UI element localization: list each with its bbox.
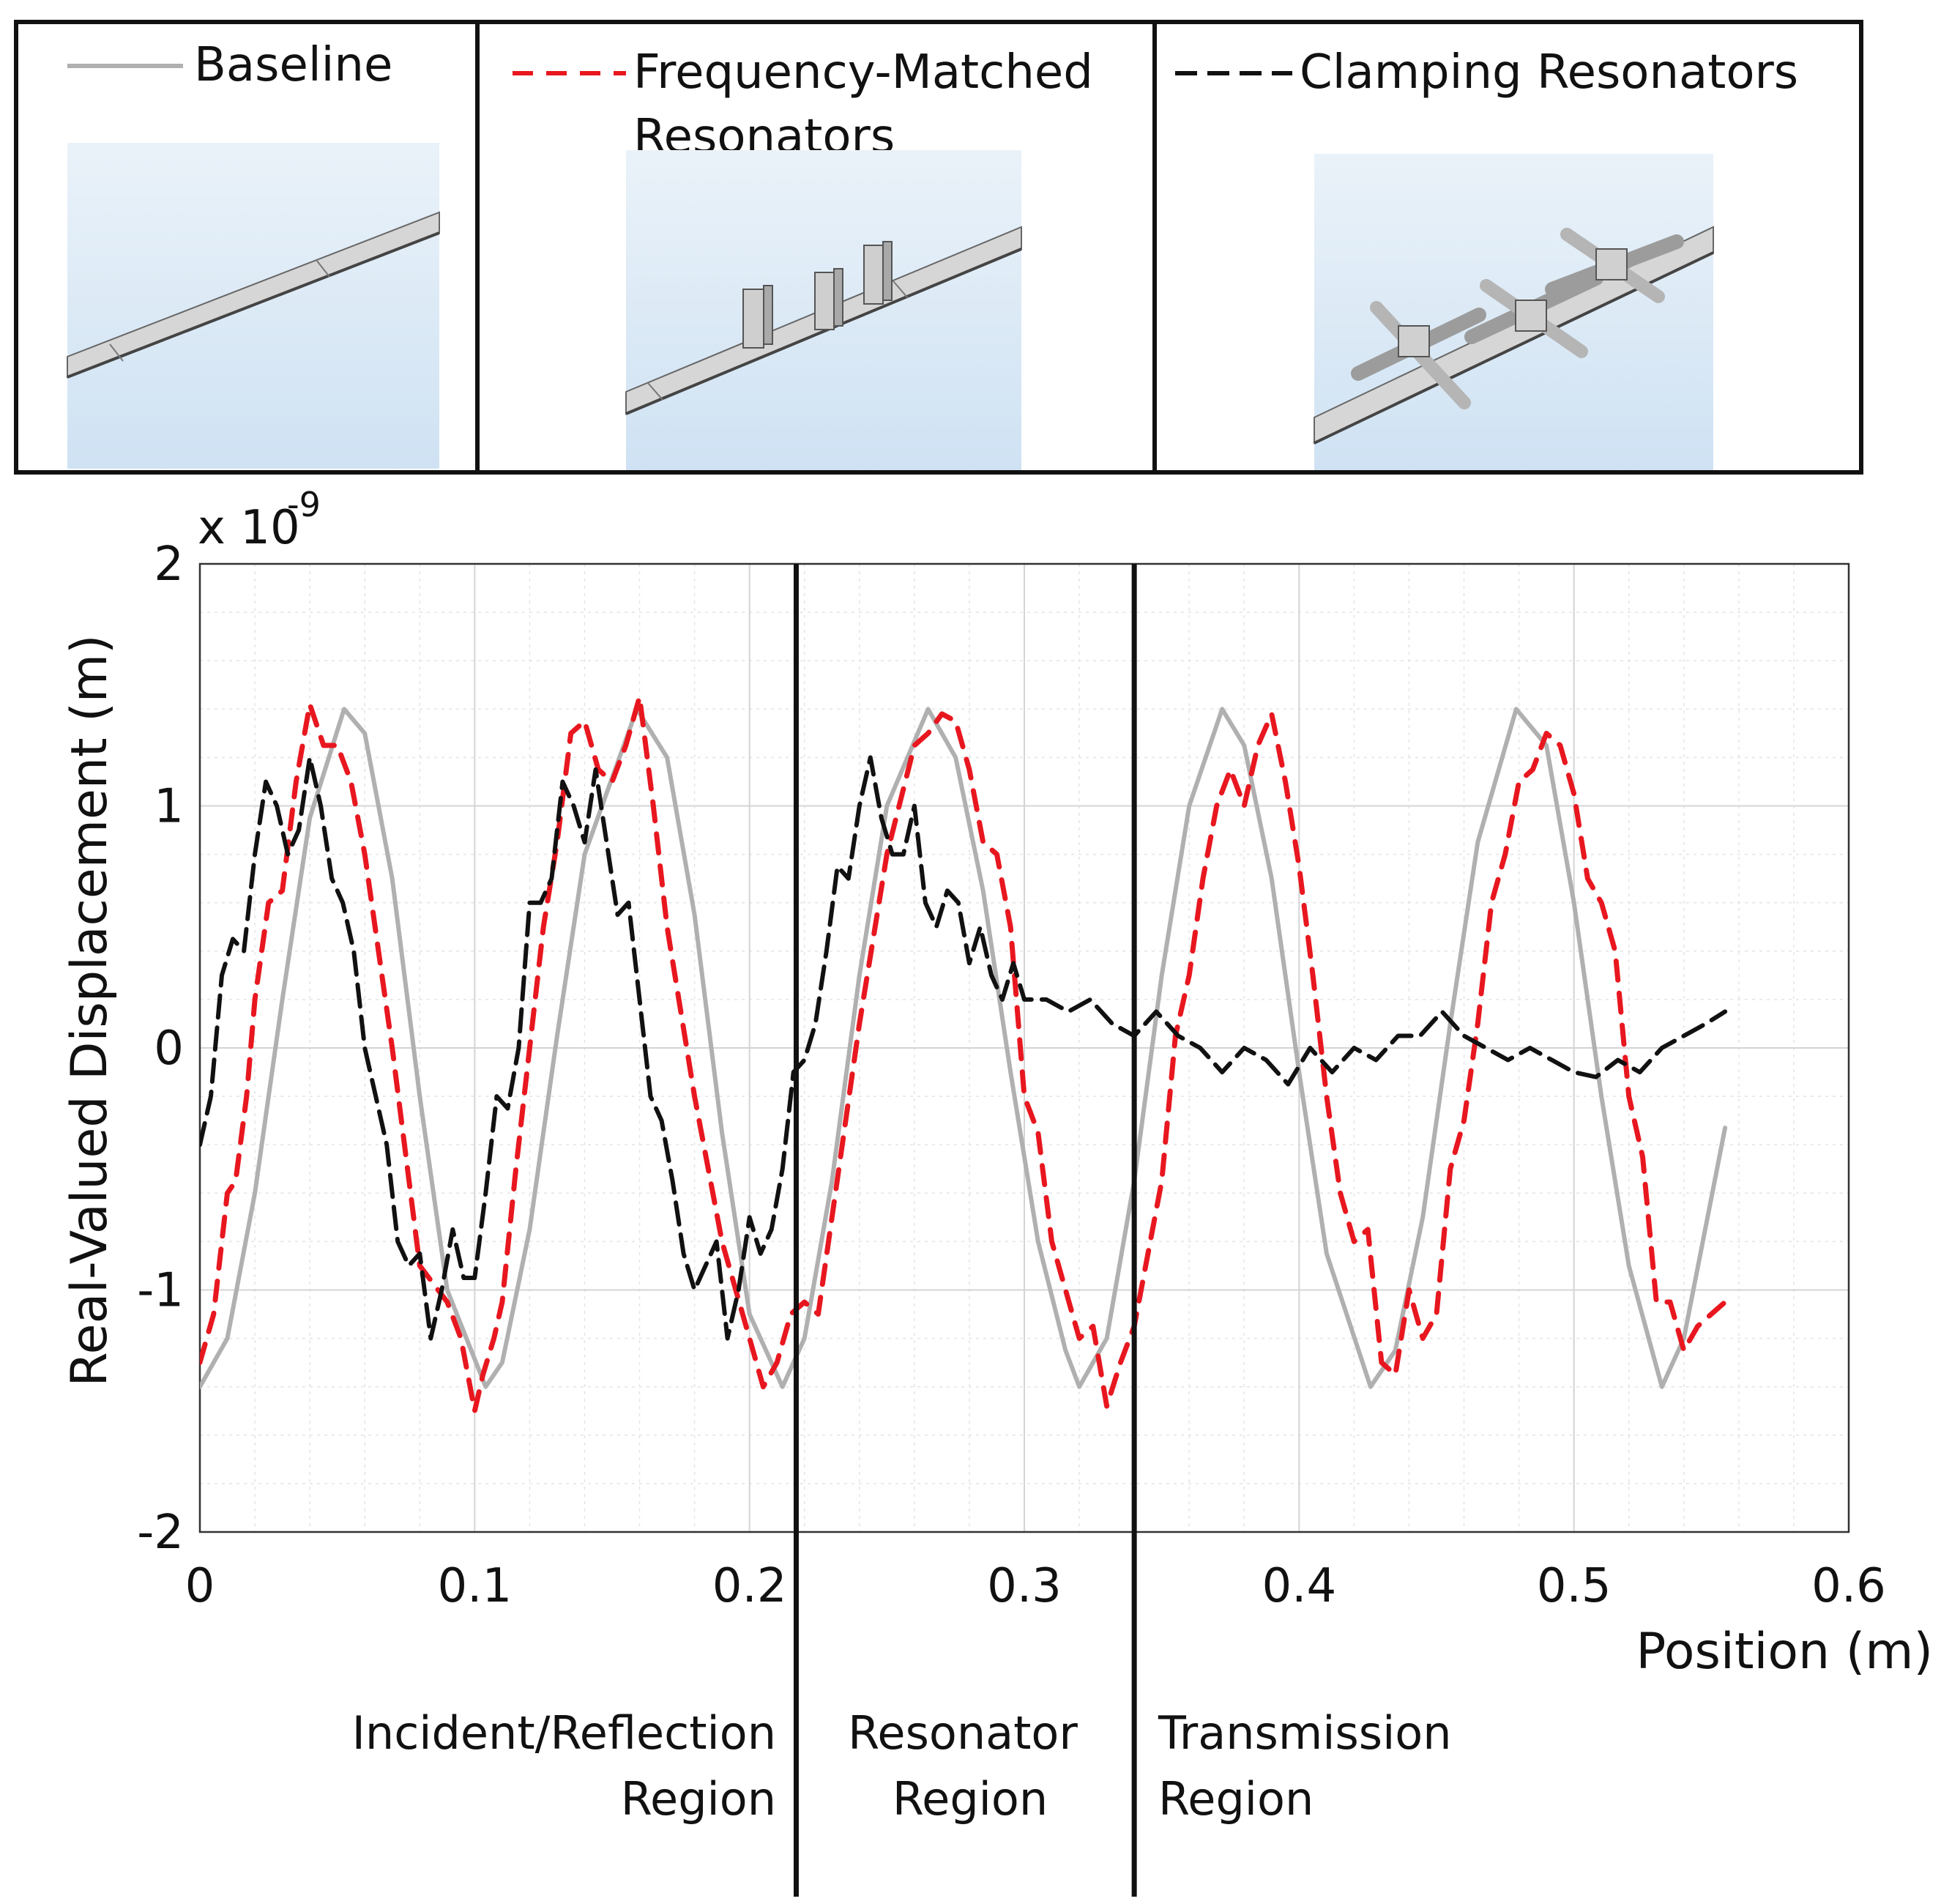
region-label-resonator-line2: Region [893, 1772, 1048, 1826]
legend-label-clamp: Clamping Resonators [1300, 45, 1798, 100]
region-label-transmission-line1: Transmission [1158, 1706, 1452, 1760]
region-label-transmission-line2: Region [1158, 1772, 1314, 1826]
y-exponent: -9 [287, 485, 321, 524]
clamp-unit [1351, 301, 1486, 409]
resonator-block [863, 241, 893, 305]
beam-edge [625, 248, 1022, 415]
beam-seam [893, 280, 909, 299]
legend-label-freq-line1: Frequency-Matched [633, 45, 1093, 100]
y-tick-label: 1 [154, 780, 184, 834]
clamp-beam-render [1314, 154, 1714, 470]
legend-panel: Baseline Frequency-Matched Resonators [14, 20, 1863, 475]
y-axis-label: Real-Valued Displacement (m) [61, 634, 119, 1386]
y-tick-label: 0 [154, 1022, 184, 1076]
beam-seam [647, 382, 663, 401]
baseline-beam-render [67, 143, 440, 469]
region-labels: Incident/Reflection Region Resonator Reg… [352, 1706, 1452, 1826]
series-line-baseline [200, 707, 1728, 1389]
x-axis-label: Position (m) [1636, 1623, 1933, 1681]
x-tick-label: 0.3 [987, 1559, 1062, 1613]
legend-frame [14, 20, 1863, 475]
x-tick-label: 0.6 [1811, 1559, 1886, 1613]
series-layer [200, 694, 1728, 1414]
legend-label-baseline: Baseline [194, 38, 392, 92]
region-boundaries [793, 564, 1137, 1897]
region-label-resonator-line1: Resonator [848, 1706, 1078, 1760]
plot-frame [198, 562, 1850, 1533]
region-label-incident-line2: Region [621, 1772, 776, 1826]
clamp-unit [1545, 228, 1684, 303]
y-tick-label: -2 [137, 1506, 184, 1560]
beam-seam [109, 343, 124, 362]
legend-entry-clamp: Clamping Resonators [1175, 45, 1798, 470]
x-tick-label: 0.4 [1262, 1559, 1336, 1613]
resonator-block [742, 285, 773, 349]
y-tick-label: -1 [137, 1264, 184, 1318]
beam-edge [67, 231, 440, 379]
x-tick-label: 0.5 [1537, 1559, 1612, 1613]
resonator-block [814, 268, 843, 330]
chart: 0 0.1 0.2 0.3 0.4 0.5 0.6 -2 -1 0 1 2 x 10 -9 Posit… [61, 485, 1933, 1897]
y-tick-label: 2 [154, 538, 184, 592]
x-tick-label: 0 [185, 1559, 215, 1613]
region-label-incident-line1: Incident/Reflection [352, 1706, 776, 1760]
freq-beam-render [625, 150, 1022, 470]
x-tick-label: 0.1 [437, 1559, 512, 1613]
beam-seam [316, 259, 330, 278]
y-multiplier: x 10 [198, 501, 300, 555]
legend-entry-baseline: Baseline [67, 38, 440, 469]
x-tick-label: 0.2 [712, 1559, 787, 1613]
tick-labels: 0 0.1 0.2 0.3 0.4 0.5 0.6 -2 -1 0 1 2 [137, 538, 1886, 1613]
legend-entry-freq: Frequency-Matched Resonators [513, 45, 1093, 470]
series-line-freq [200, 694, 1728, 1414]
series-line-clamp [200, 755, 1728, 1341]
